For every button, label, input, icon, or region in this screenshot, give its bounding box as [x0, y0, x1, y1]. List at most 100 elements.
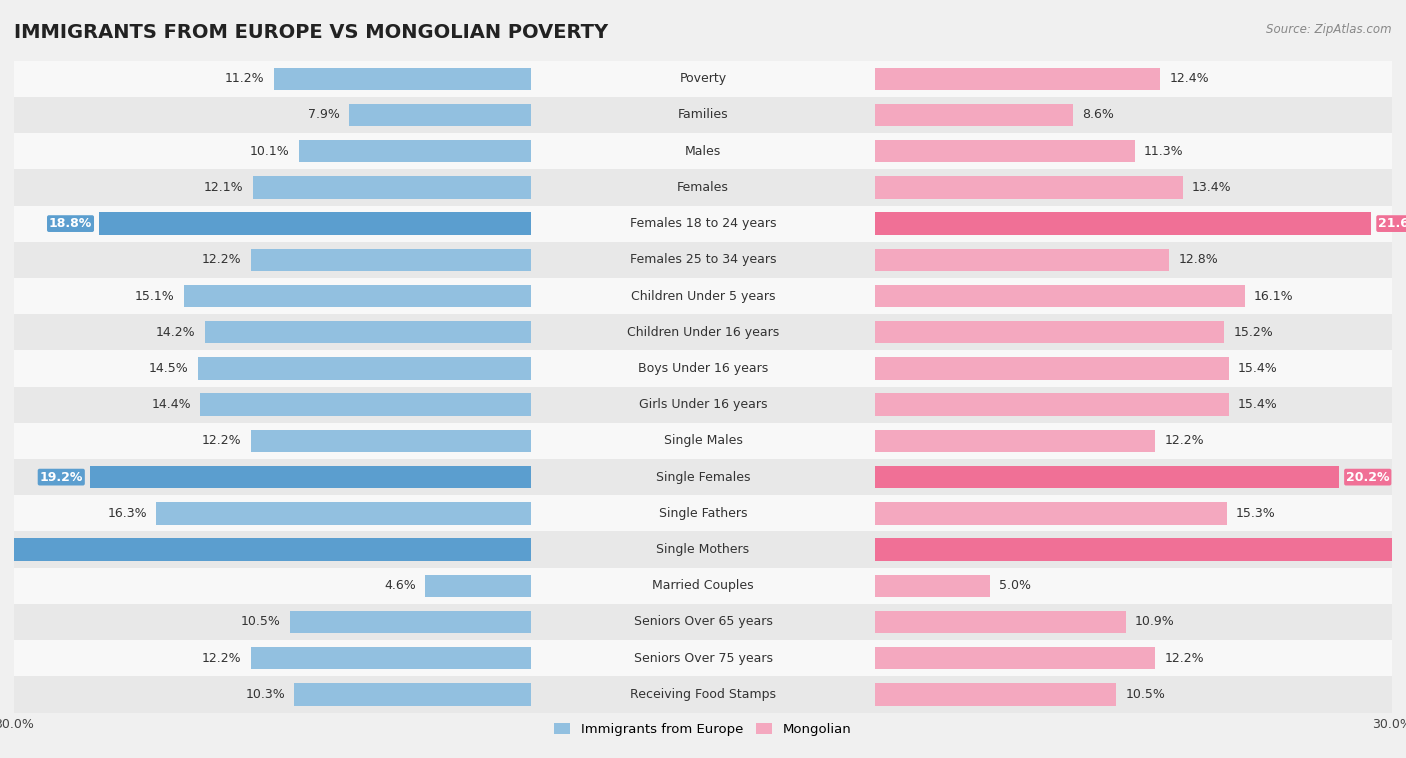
Text: 15.4%: 15.4%: [1239, 398, 1278, 411]
Text: Females 18 to 24 years: Females 18 to 24 years: [630, 217, 776, 230]
Bar: [875, 647, 1156, 669]
Bar: [14, 568, 1392, 604]
Bar: [14, 314, 1392, 350]
Bar: [875, 466, 1339, 488]
Bar: [250, 647, 531, 669]
Bar: [299, 140, 531, 162]
Text: Seniors Over 65 years: Seniors Over 65 years: [634, 615, 772, 628]
Text: 14.4%: 14.4%: [152, 398, 191, 411]
Text: 13.4%: 13.4%: [1192, 181, 1232, 194]
Bar: [875, 249, 1170, 271]
Text: 15.4%: 15.4%: [1239, 362, 1278, 375]
Bar: [875, 285, 1244, 307]
Text: Boys Under 16 years: Boys Under 16 years: [638, 362, 768, 375]
Text: 16.1%: 16.1%: [1254, 290, 1294, 302]
Bar: [205, 321, 531, 343]
Text: 10.5%: 10.5%: [240, 615, 280, 628]
Bar: [14, 278, 1392, 314]
Bar: [98, 212, 531, 235]
Text: 10.5%: 10.5%: [1126, 688, 1166, 701]
Bar: [156, 502, 531, 525]
Text: Single Males: Single Males: [664, 434, 742, 447]
Text: 10.9%: 10.9%: [1135, 615, 1174, 628]
Text: Source: ZipAtlas.com: Source: ZipAtlas.com: [1267, 23, 1392, 36]
Text: 12.4%: 12.4%: [1170, 72, 1209, 85]
Text: Females 25 to 34 years: Females 25 to 34 years: [630, 253, 776, 266]
Text: 12.2%: 12.2%: [202, 434, 242, 447]
Text: 5.0%: 5.0%: [1000, 579, 1031, 592]
Text: 8.6%: 8.6%: [1083, 108, 1114, 121]
Text: Seniors Over 75 years: Seniors Over 75 years: [634, 652, 772, 665]
Text: Single Fathers: Single Fathers: [659, 507, 747, 520]
Bar: [14, 97, 1392, 133]
Bar: [0, 538, 531, 561]
Text: Poverty: Poverty: [679, 72, 727, 85]
Text: 19.2%: 19.2%: [39, 471, 83, 484]
Text: 18.8%: 18.8%: [49, 217, 93, 230]
Text: Families: Families: [678, 108, 728, 121]
Bar: [875, 575, 990, 597]
Bar: [14, 459, 1392, 495]
Text: 7.9%: 7.9%: [308, 108, 340, 121]
Bar: [184, 285, 531, 307]
Text: 4.6%: 4.6%: [384, 579, 416, 592]
Bar: [90, 466, 531, 488]
Text: 12.2%: 12.2%: [202, 253, 242, 266]
Text: Children Under 16 years: Children Under 16 years: [627, 326, 779, 339]
Text: Single Mothers: Single Mothers: [657, 543, 749, 556]
Text: Females: Females: [678, 181, 728, 194]
Bar: [14, 350, 1392, 387]
Bar: [875, 502, 1226, 525]
Text: Girls Under 16 years: Girls Under 16 years: [638, 398, 768, 411]
Bar: [875, 212, 1371, 235]
Bar: [875, 67, 1160, 90]
Bar: [14, 61, 1392, 97]
Bar: [875, 104, 1073, 126]
Text: 15.3%: 15.3%: [1236, 507, 1275, 520]
Text: 12.2%: 12.2%: [202, 652, 242, 665]
Bar: [875, 140, 1135, 162]
Bar: [14, 640, 1392, 676]
Text: Receiving Food Stamps: Receiving Food Stamps: [630, 688, 776, 701]
Text: 14.2%: 14.2%: [156, 326, 195, 339]
Bar: [253, 176, 531, 199]
Bar: [14, 495, 1392, 531]
Text: 11.3%: 11.3%: [1144, 145, 1184, 158]
Bar: [14, 676, 1392, 713]
Bar: [14, 205, 1392, 242]
Bar: [349, 104, 531, 126]
Bar: [14, 604, 1392, 640]
Text: Married Couples: Married Couples: [652, 579, 754, 592]
Text: 12.1%: 12.1%: [204, 181, 243, 194]
Text: IMMIGRANTS FROM EUROPE VS MONGOLIAN POVERTY: IMMIGRANTS FROM EUROPE VS MONGOLIAN POVE…: [14, 23, 609, 42]
Bar: [274, 67, 531, 90]
Text: 11.2%: 11.2%: [225, 72, 264, 85]
Text: 12.2%: 12.2%: [1164, 652, 1204, 665]
Bar: [875, 393, 1229, 416]
Text: 15.2%: 15.2%: [1233, 326, 1274, 339]
Bar: [290, 611, 531, 633]
Bar: [875, 357, 1229, 380]
Bar: [875, 683, 1116, 706]
Bar: [875, 538, 1406, 561]
Bar: [250, 249, 531, 271]
Text: 10.1%: 10.1%: [250, 145, 290, 158]
Text: 12.8%: 12.8%: [1178, 253, 1218, 266]
Bar: [14, 169, 1392, 205]
Text: 12.2%: 12.2%: [1164, 434, 1204, 447]
Bar: [425, 575, 531, 597]
Bar: [875, 321, 1225, 343]
Text: 21.6%: 21.6%: [1378, 217, 1406, 230]
Bar: [875, 430, 1156, 452]
Text: Children Under 5 years: Children Under 5 years: [631, 290, 775, 302]
Text: 15.1%: 15.1%: [135, 290, 174, 302]
Bar: [14, 242, 1392, 278]
Legend: Immigrants from Europe, Mongolian: Immigrants from Europe, Mongolian: [550, 718, 856, 742]
Text: Males: Males: [685, 145, 721, 158]
Bar: [200, 393, 531, 416]
Text: 16.3%: 16.3%: [108, 507, 148, 520]
Text: Single Females: Single Females: [655, 471, 751, 484]
Text: 14.5%: 14.5%: [149, 362, 188, 375]
Bar: [14, 133, 1392, 169]
Bar: [198, 357, 531, 380]
